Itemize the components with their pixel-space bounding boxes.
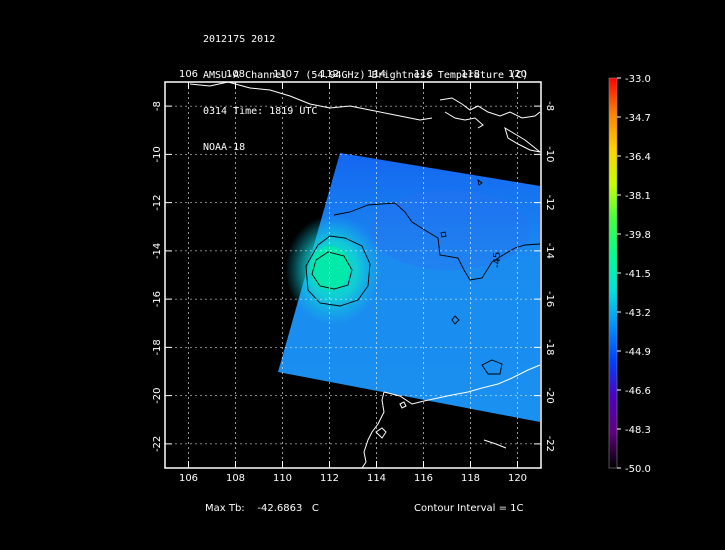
storm-id-title: 201217S 2012 (203, 34, 276, 45)
lat-tick-label-right: -16 (544, 291, 555, 307)
coastline (189, 82, 541, 468)
lon-tick-label-bottom: 108 (226, 473, 245, 484)
chart-header: 201217S 2012 AMSU-A Channel 7 (54.94GHz)… (203, 10, 528, 166)
lon-tick-label-bottom: 120 (508, 473, 527, 484)
data-layer: -45 (278, 153, 541, 422)
axis-labels: 106 106 108 108 110 110 112 112 114 114 116 116 118 1… (152, 69, 555, 484)
lat-tick-label-right: -12 (544, 194, 555, 210)
lon-tick-label-top: 112 (320, 69, 339, 80)
max-tb-label: Max Tb: (205, 503, 245, 514)
lat-tick-label-right: -14 (544, 243, 555, 259)
lat-tick-label-left: -8 (152, 101, 163, 111)
contour-interval: Contour Interval = 1C (414, 503, 524, 514)
max-tb-unit: C (311, 503, 319, 514)
product-title: AMSU-A Channel 7 (54.94GHz) Brightness T… (203, 70, 529, 81)
lat-tick-label-left: -22 (152, 436, 163, 452)
lat-tick-label-right: -10 (544, 146, 555, 162)
lon-tick-label-top: 108 (226, 69, 245, 80)
colorbar-label: -39.8 (625, 230, 651, 241)
warm-contour-inner (311, 251, 353, 290)
lon-tick-label-top: 116 (414, 69, 433, 80)
island-coast (483, 439, 507, 449)
warm-contour (305, 235, 371, 307)
lon-tick-label-top: 118 (461, 69, 480, 80)
small-contour (477, 178, 483, 186)
java-coast (189, 82, 433, 121)
contour-line (333, 202, 541, 281)
small-contour (481, 359, 503, 375)
max-tb-value: -42.6863 (257, 503, 303, 514)
small-contour (451, 315, 460, 325)
bali-lombok-coast (439, 97, 541, 119)
lon-tick-label-top: 120 (508, 69, 527, 80)
axis-ticks (165, 82, 541, 468)
colorbar-label: -41.5 (625, 269, 651, 280)
lon-tick-label-bottom: 106 (179, 473, 198, 484)
colorbar-label: -50.0 (625, 464, 651, 475)
colorbar-label: -43.2 (625, 308, 651, 319)
small-contour (440, 231, 447, 238)
sumbawa-coast (444, 111, 484, 129)
australia-west-coast (361, 391, 385, 468)
lat-tick-label-right: -18 (544, 339, 555, 355)
contours (305, 178, 541, 375)
lon-tick-label-top: 106 (179, 69, 198, 80)
lon-tick-label-top: 114 (367, 69, 386, 80)
colorbar-label: -48.3 (625, 425, 651, 436)
time-line: 0314 Time: 1819 UTC (203, 106, 318, 117)
cool-region (370, 190, 530, 270)
lon-tick-label-top: 110 (273, 69, 292, 80)
sumba-coast (504, 126, 541, 153)
grid (165, 82, 541, 468)
map-frame (164, 81, 542, 469)
satellite-name: NOAA-18 (203, 142, 246, 153)
colorbar (608, 77, 618, 469)
lat-tick-label-right: -22 (544, 436, 555, 452)
lat-tick-label-left: -14 (152, 243, 163, 259)
lat-tick-label-left: -16 (152, 291, 163, 307)
lon-tick-label-bottom: 114 (367, 473, 386, 484)
colorbar-label: -46.6 (625, 386, 651, 397)
lon-tick-label-bottom: 116 (414, 473, 433, 484)
island-coast (399, 401, 407, 409)
lat-tick-label-left: -18 (152, 339, 163, 355)
colorbar-label: -38.1 (625, 191, 651, 202)
lat-tick-label-left: -12 (152, 194, 163, 210)
colorbar-label: -36.4 (625, 152, 651, 163)
lat-tick-label-left: -20 (152, 387, 163, 403)
australia-coast (383, 364, 541, 405)
colorbar-label: -34.7 (625, 113, 651, 124)
lat-tick-label-left: -10 (152, 146, 163, 162)
colorbar-labels: -33.0 -34.7 -36.4 -38.1 -39.8 -41.5 -43.2 -44.9… (617, 74, 651, 475)
contour-label: -45 (492, 252, 503, 268)
island-coast (375, 427, 387, 439)
lon-tick-label-bottom: 118 (461, 473, 480, 484)
colorbar-label: -44.9 (625, 347, 651, 358)
lon-tick-label-bottom: 112 (320, 473, 339, 484)
lat-tick-label-right: -20 (544, 387, 555, 403)
lat-tick-label-right: -8 (544, 101, 555, 111)
max-tb-readout: Max Tb: -42.6863 C (205, 503, 319, 514)
lon-tick-label-bottom: 110 (273, 473, 292, 484)
colorbar-label: -33.0 (625, 74, 651, 85)
